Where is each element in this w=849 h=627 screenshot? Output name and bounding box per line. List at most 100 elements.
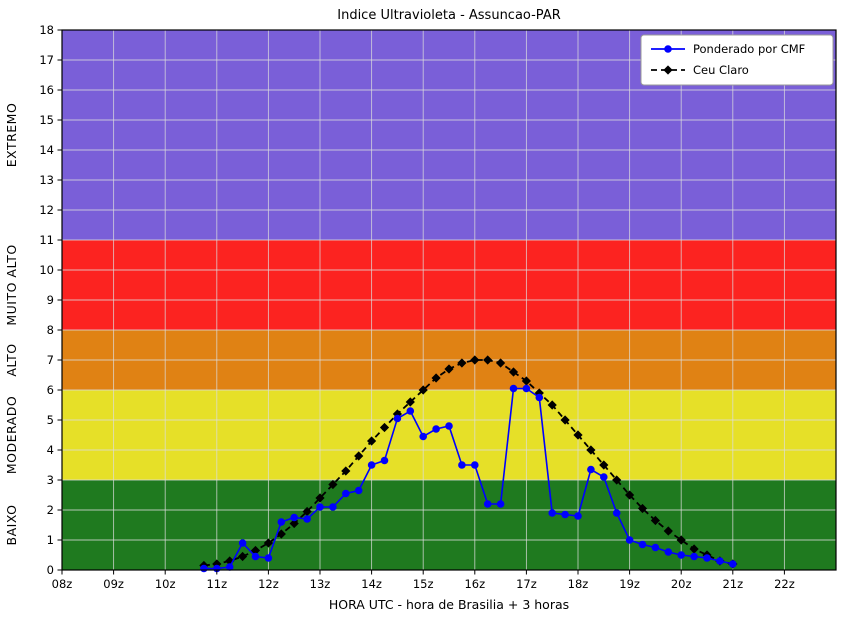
marker-circle bbox=[703, 554, 711, 562]
marker-circle bbox=[664, 548, 673, 556]
x-tick-label: 14z bbox=[361, 577, 382, 591]
marker-circle bbox=[393, 414, 402, 423]
legend-box bbox=[640, 34, 834, 86]
marker-diamond bbox=[328, 479, 338, 490]
marker-diamond bbox=[547, 400, 557, 410]
y-tick-label: 5 bbox=[47, 413, 54, 427]
y-tick-label: 0 bbox=[47, 563, 54, 577]
x-tick-label: 12z bbox=[258, 577, 279, 591]
x-tick-label: 16z bbox=[464, 577, 485, 591]
marker-diamond bbox=[521, 376, 531, 386]
marker-circle bbox=[251, 552, 260, 561]
marker-diamond bbox=[470, 355, 480, 365]
marker-circle bbox=[651, 543, 660, 552]
marker-circle bbox=[535, 393, 544, 402]
y-tick-label: 2 bbox=[47, 503, 54, 517]
y-tick-label: 1 bbox=[47, 533, 54, 547]
marker-diamond bbox=[586, 445, 596, 455]
x-axis-label: HORA UTC - hora de Brasilia + 3 horas bbox=[329, 597, 569, 612]
legend: Ponderado por CMF Ceu Claro bbox=[640, 34, 834, 86]
band-moderado bbox=[62, 390, 836, 480]
y-tick-label: 8 bbox=[47, 323, 54, 337]
x-tick-label: 21z bbox=[722, 577, 743, 591]
marker-diamond bbox=[367, 436, 377, 446]
x-tick-label: 13z bbox=[310, 577, 331, 591]
band-muito-alto bbox=[62, 240, 836, 330]
plot-area bbox=[61, 29, 836, 573]
marker-diamond bbox=[612, 475, 622, 485]
y-tick-label: 17 bbox=[39, 53, 54, 67]
marker-circle bbox=[380, 456, 389, 465]
marker-diamond bbox=[637, 503, 648, 514]
marker-circle bbox=[277, 518, 286, 526]
marker-circle bbox=[548, 509, 556, 517]
x-tick-label: 18z bbox=[568, 577, 589, 591]
marker-diamond bbox=[354, 451, 364, 461]
marker-diamond bbox=[508, 367, 519, 377]
marker-diamond bbox=[418, 385, 428, 395]
band-label-alto: ALTO bbox=[4, 343, 19, 376]
band-label-moderado: MODERADO bbox=[4, 396, 19, 474]
marker-circle bbox=[561, 510, 569, 519]
marker-diamond bbox=[663, 526, 673, 536]
marker-circle bbox=[290, 513, 299, 522]
y-tick-label: 15 bbox=[39, 113, 54, 127]
y-tick-label: 11 bbox=[39, 233, 54, 247]
marker-circle bbox=[432, 425, 440, 433]
marker-circle bbox=[264, 554, 273, 562]
marker-circle bbox=[367, 461, 376, 469]
marker-circle bbox=[729, 560, 737, 568]
marker-circle bbox=[316, 503, 324, 511]
marker-circle bbox=[690, 552, 698, 561]
marker-diamond bbox=[405, 397, 415, 407]
marker-circle bbox=[458, 461, 466, 469]
marker-circle bbox=[406, 407, 415, 415]
marker-circle bbox=[238, 539, 247, 547]
marker-diamond bbox=[483, 355, 493, 365]
x-tick-label: 17z bbox=[516, 577, 537, 591]
marker-diamond bbox=[650, 515, 660, 526]
y-tick-label: 14 bbox=[39, 143, 54, 157]
y-tick-label: 12 bbox=[39, 203, 54, 217]
marker-circle bbox=[638, 540, 647, 549]
x-tick-label: 22z bbox=[774, 577, 795, 591]
band-label-baixo: BAIXO bbox=[4, 505, 19, 546]
marker-diamond bbox=[444, 364, 454, 374]
marker-diamond bbox=[573, 430, 583, 440]
marker-diamond bbox=[302, 506, 312, 517]
marker-circle bbox=[716, 557, 724, 565]
y-tick-label: 18 bbox=[39, 23, 54, 37]
x-tick-label: 08z bbox=[52, 577, 73, 591]
legend-label: Ponderado por CMF bbox=[693, 42, 805, 56]
marker-circle bbox=[200, 564, 208, 573]
band-label-muito-alto: MUITO ALTO bbox=[4, 244, 19, 325]
marker-circle bbox=[522, 384, 531, 393]
legend-label: Ceu Claro bbox=[693, 63, 749, 77]
marker-circle bbox=[354, 486, 363, 495]
marker-circle bbox=[509, 384, 518, 393]
marker-diamond bbox=[560, 415, 570, 425]
marker-diamond bbox=[431, 373, 441, 383]
marker-circle bbox=[483, 500, 492, 508]
marker-circle bbox=[574, 512, 582, 520]
marker-circle bbox=[600, 473, 608, 481]
marker-circle bbox=[612, 509, 621, 517]
legend-marker-diamond bbox=[663, 65, 673, 75]
marker-circle bbox=[342, 489, 350, 498]
y-tick-label: 3 bbox=[47, 473, 54, 487]
x-tick-label: 20z bbox=[671, 577, 692, 591]
x-tick-label: 10z bbox=[155, 577, 176, 591]
marker-circle bbox=[625, 536, 634, 544]
marker-diamond bbox=[625, 490, 635, 500]
y-tick-label: 10 bbox=[39, 263, 54, 277]
marker-diamond bbox=[689, 544, 699, 554]
chart-title: Indice Ultravioleta - Assuncao-PAR bbox=[337, 8, 561, 23]
y-tick-label: 7 bbox=[47, 353, 54, 367]
marker-circle bbox=[445, 422, 453, 430]
marker-circle bbox=[471, 461, 479, 469]
marker-diamond bbox=[315, 493, 325, 503]
marker-circle bbox=[225, 563, 234, 571]
marker-diamond bbox=[276, 529, 286, 539]
